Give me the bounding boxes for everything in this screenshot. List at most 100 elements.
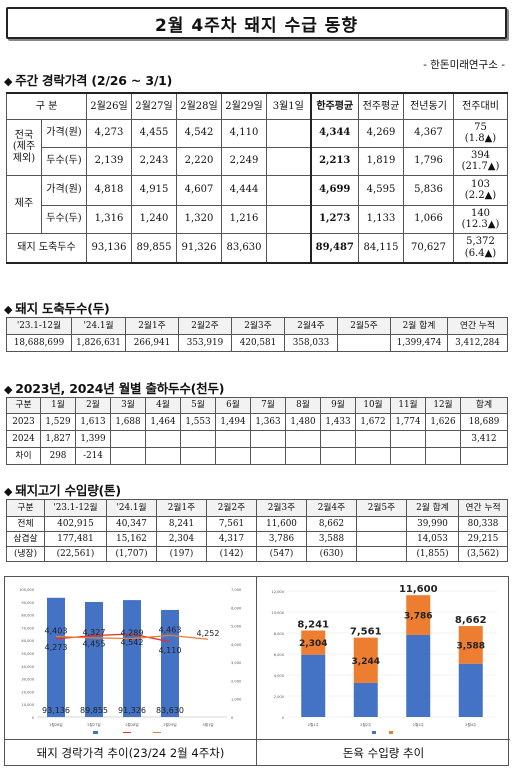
cell: (1,855) (406, 546, 459, 562)
cell: 1,133 (358, 204, 404, 234)
header-prev-avg: 전주평균 (358, 92, 404, 120)
cell: 3,412,284 (447, 334, 508, 352)
cell (180, 430, 216, 448)
cell: (630) (306, 546, 357, 562)
cell (250, 430, 286, 448)
line1-value-label: 4,455 (83, 640, 106, 649)
header-cell: 2월 합계 (390, 317, 448, 335)
diamond-icon: ◆ (4, 75, 13, 88)
cell: 1,796 (403, 146, 454, 176)
line2-value-label: 4,463 (159, 625, 182, 634)
header-cell: 연간 누적 (458, 499, 508, 517)
legend-swatch-bar (93, 731, 98, 734)
line2-value-label: 4,289 (121, 629, 144, 638)
cell: 1,613 (75, 413, 111, 431)
header-cell: 2월5주 (337, 317, 391, 335)
header-cell: 구분 (6, 397, 41, 414)
cell: 1,464 (145, 413, 181, 431)
header-cell: 2월4주 (284, 317, 338, 335)
cell: 18,688,699 (6, 334, 72, 352)
header-cell: 2월3주 (256, 499, 307, 517)
header-cell: 2월 합계 (406, 499, 459, 517)
cell (110, 430, 146, 448)
bar (85, 601, 103, 717)
cell: 1,216 (221, 204, 267, 234)
table-row: 제주 가격(원) 4,818 4,915 4,607 4,444 4,699 4… (6, 174, 508, 234)
table-header-row: 구분 '23.1-12월 '24.1월 2월1주 2월2주 2월3주 2월4주 2월5주 2월 … (6, 499, 508, 517)
cell: 1,363 (250, 413, 286, 431)
header-cell: '24.1월 (71, 317, 126, 335)
bar-segment-top (301, 630, 326, 655)
total-value-label: 8,662 (455, 615, 487, 626)
row-label-price: 가격(원) (41, 118, 87, 148)
header-date: 3월1일 (266, 92, 311, 120)
cell (355, 430, 391, 448)
header-cell: 2월1주 (156, 499, 207, 517)
y-tick-label: 2,000 (274, 695, 285, 699)
bar-segment-bottom (458, 663, 483, 717)
cell (110, 447, 146, 465)
y-tick-label-left: 90,000 (21, 601, 34, 605)
diamond-icon: ◆ (4, 485, 13, 498)
y-tick-label-right: 0 (231, 716, 234, 720)
cell (356, 546, 407, 562)
cell (266, 118, 311, 148)
y-tick-label: 8,000 (274, 632, 285, 636)
header-cell: 2월3주 (231, 317, 285, 335)
header-cell: 11월 (390, 397, 426, 414)
cell (285, 430, 321, 448)
y-tick-label: 12,000 (271, 590, 284, 594)
header-cell: '24.1월 (106, 499, 157, 517)
cell: 2,304 (156, 531, 207, 547)
cell: 8,662 (306, 516, 357, 532)
cell: 1,553 (180, 413, 216, 431)
cell: 2,220 (176, 146, 222, 176)
y-tick-label-right: 1,000 (231, 698, 242, 702)
total-value-label: 11,600 (399, 584, 438, 595)
y-tick-label-right: 6,000 (231, 606, 242, 610)
x-tick-label: 2월3주 (413, 722, 425, 727)
line1-value-label: 4,273 (45, 643, 68, 652)
line2-value-label: 4,327 (83, 628, 106, 637)
cell: (547) (256, 546, 307, 562)
y-tick-label-left: 60,000 (21, 639, 34, 643)
table-row: 삼겹살 177,481 15,162 2,304 4,317 3,786 3,588 14,0… (6, 531, 508, 547)
cell (320, 430, 356, 448)
section-title-slaughter: ◆ 돼지 도축두수(두) (4, 301, 110, 316)
header-cell: 2월4주 (306, 499, 357, 517)
diamond-icon: ◆ (4, 303, 13, 316)
cell-week-avg: 2,213 (309, 146, 359, 176)
legend-swatch-top (389, 731, 393, 734)
y-tick-label-right: 4,000 (231, 643, 242, 647)
cell: 5,836 (403, 174, 454, 206)
x-tick-label: 2월27일 (87, 722, 100, 727)
cell: 1,826,631 (71, 334, 126, 352)
bar-value-label: 89,855 (80, 706, 108, 715)
cell: 4,273 (86, 118, 132, 148)
cell: 2,249 (221, 146, 267, 176)
header-cell: 합계 (460, 397, 508, 414)
y-tick-label-left: 20,000 (21, 690, 34, 694)
segment-value-label: 2,304 (299, 639, 327, 649)
header-date: 2월29일 (221, 92, 267, 120)
cell: -214 (75, 447, 111, 465)
y-tick-label-right: 2,000 (231, 679, 242, 683)
charts-panel: 0 10,000 20,000 30,000 40,000 50,000 60,000 70,… (4, 576, 510, 766)
table-row: (냉장) (22,561) (1,707) (197) (142) (547) (630) (… (6, 546, 508, 562)
price-trend-chart: 0 10,000 20,000 30,000 40,000 50,000 60,000 70,… (19, 588, 242, 734)
cell: 1,320 (176, 204, 222, 234)
x-tick-label: 2월4주 (465, 722, 477, 727)
x-tick-label: 2월2주 (360, 722, 372, 727)
segment-value-label: 3,588 (457, 641, 485, 651)
line2-value-label: 4,252 (197, 629, 220, 638)
table-header-row: 구분 1월 2월 3월 4월 5월 6월 7월 8월 9월 10월 11월 12월 합계 (6, 397, 508, 414)
cell (425, 430, 461, 448)
header-date: 2월28일 (176, 92, 222, 120)
x-tick-label: 2월29일 (163, 722, 176, 727)
line1-value-label: 4,542 (121, 638, 144, 647)
cell: 18,689 (460, 413, 508, 431)
cell: 93,136 (86, 232, 132, 264)
header-gubun: 구 분 (6, 92, 87, 120)
cell: 266,941 (125, 334, 179, 352)
header-cell: 2월2주 (178, 317, 232, 335)
